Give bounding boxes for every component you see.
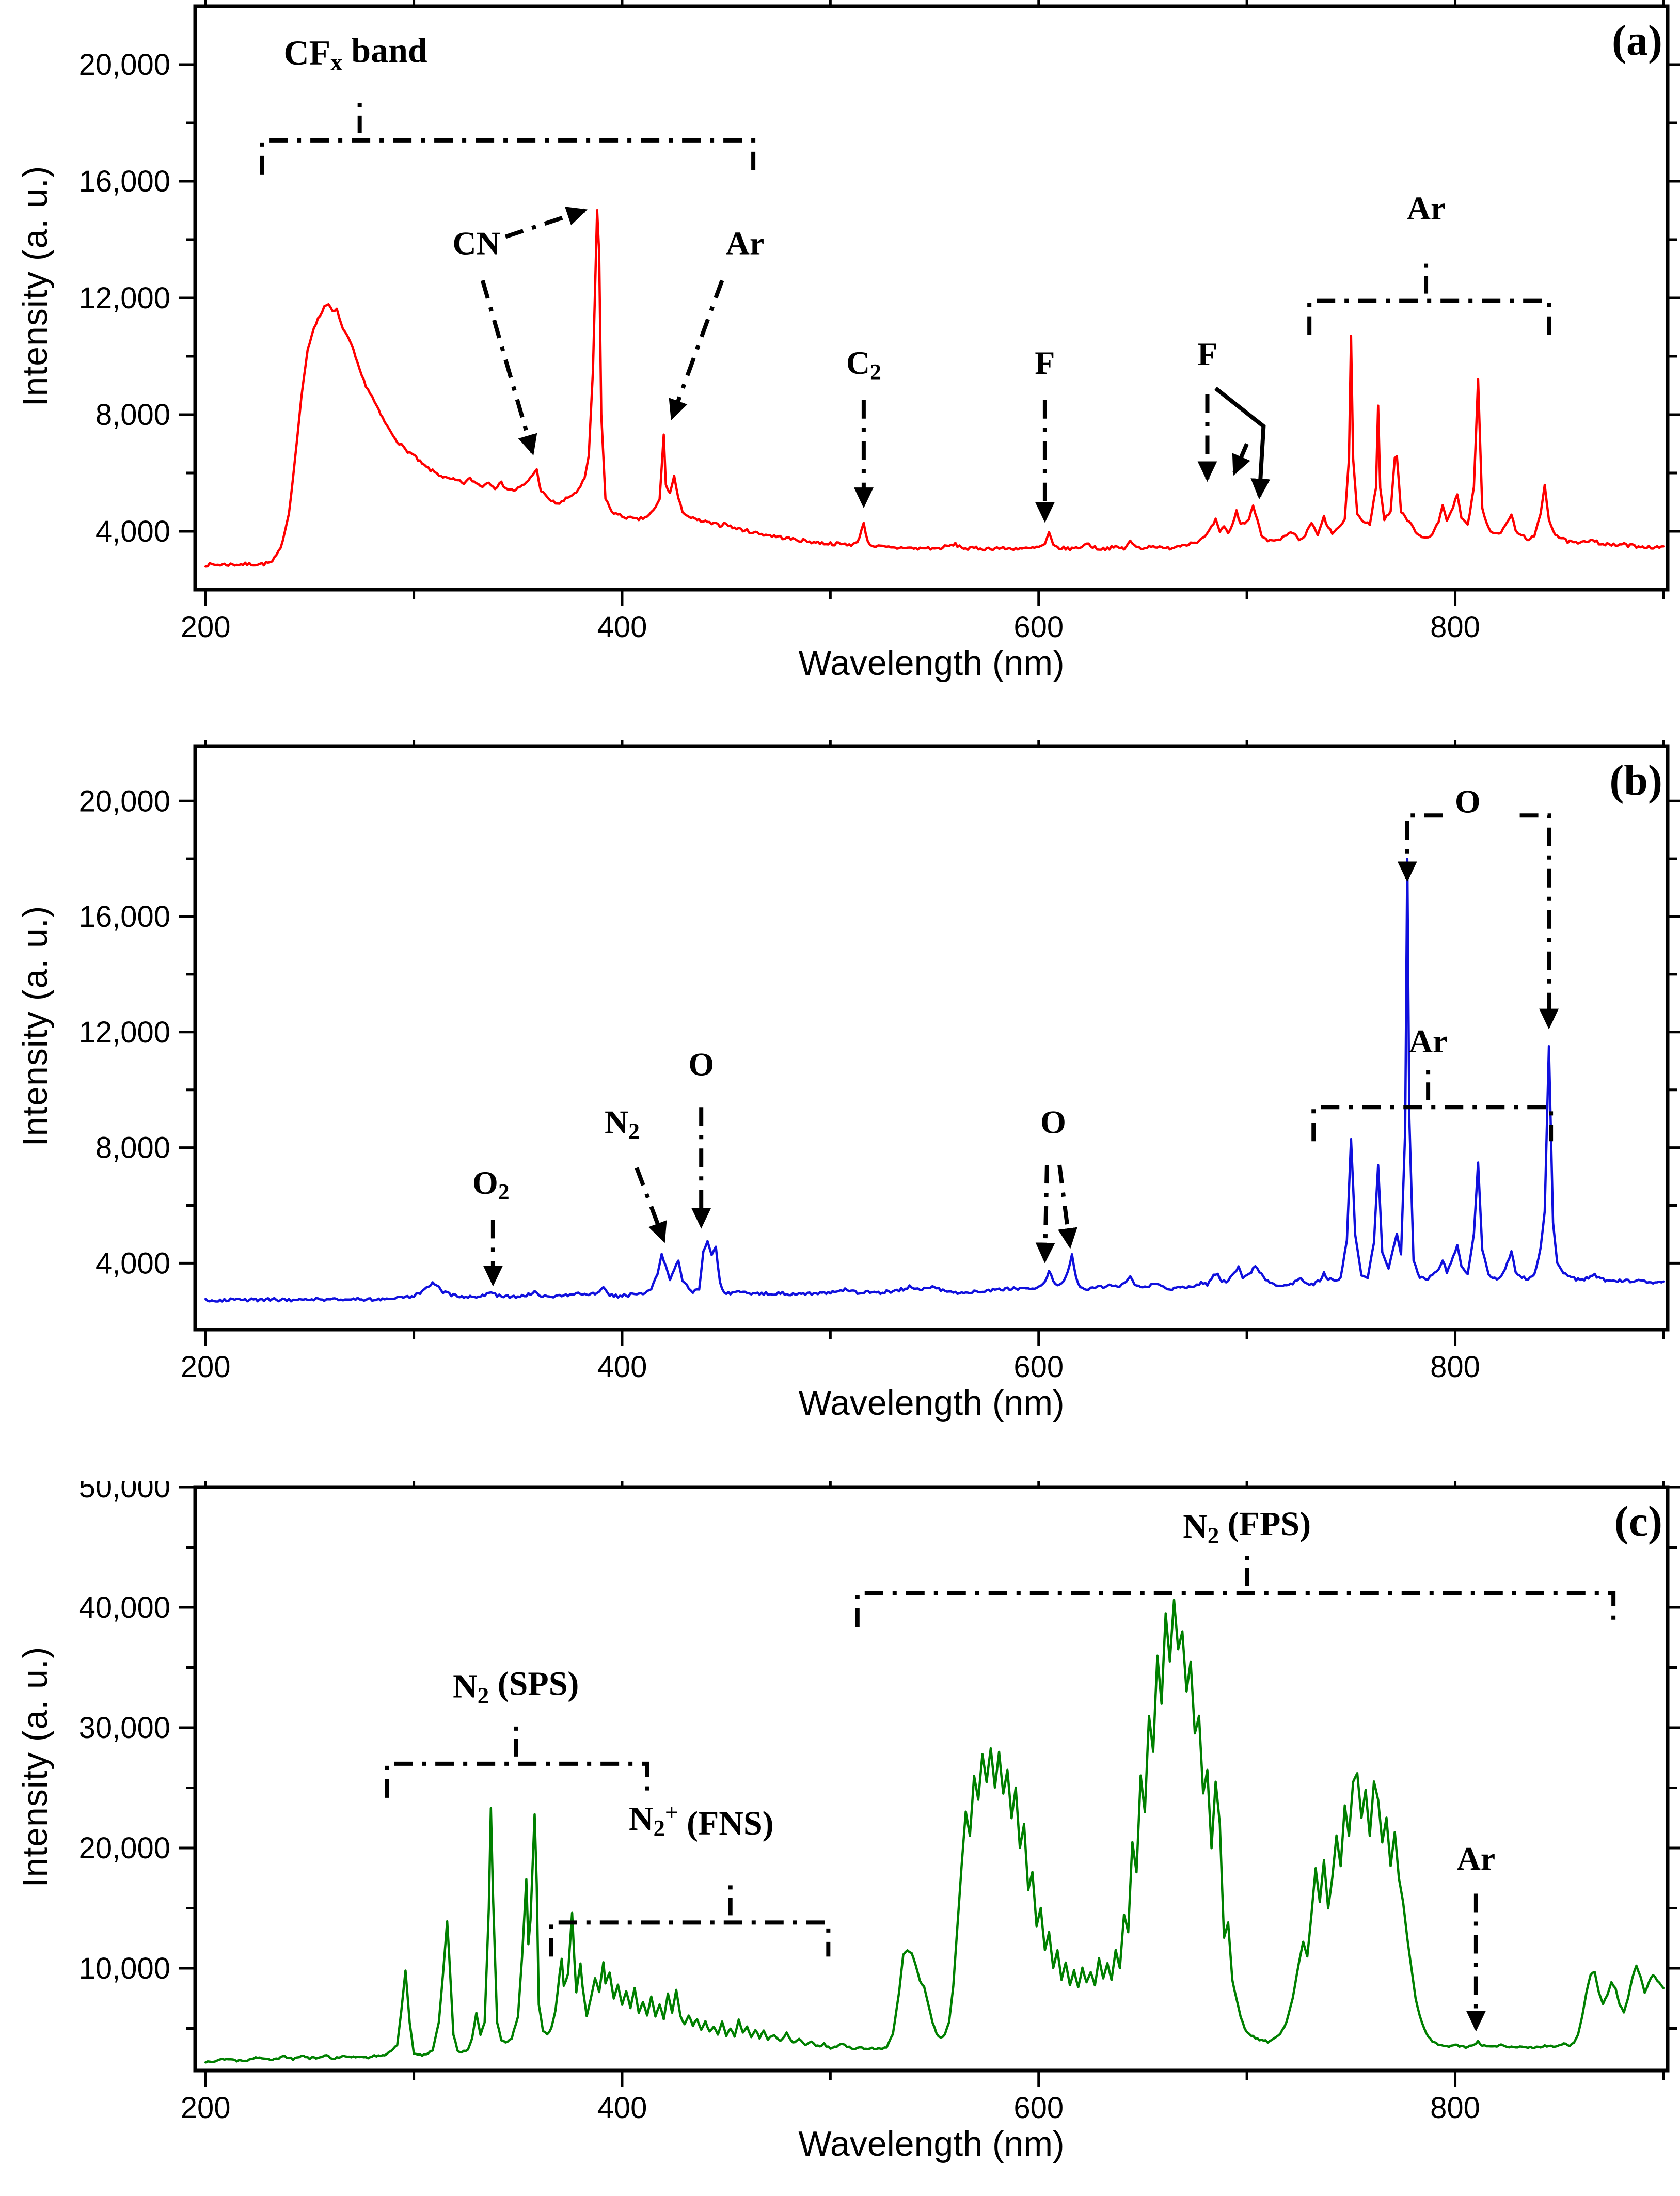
y-tick-label: 8,000	[96, 398, 170, 432]
cfx-bracket	[260, 138, 756, 175]
x-tick-label: 400	[597, 2091, 647, 2125]
x-tick-label: 800	[1430, 1350, 1480, 1384]
n2-sps-label: N2 (SPS)	[453, 1665, 579, 1709]
cn-label: CN	[452, 225, 500, 261]
o-label-777: O	[1455, 783, 1481, 820]
y-tick-label: 20,000	[79, 784, 170, 818]
y-axis-title: Intensity (a. u.)	[15, 165, 55, 407]
o615-arrow	[1057, 1164, 1077, 1249]
y-tick-label: 50,000	[79, 1481, 170, 1504]
n2-arrow	[635, 1167, 667, 1243]
y-tick-label: 10,000	[79, 1952, 170, 1985]
x-tick-label: 400	[597, 610, 647, 644]
ar-band-label: Ar	[1407, 189, 1446, 226]
o-label-615: O	[1040, 1104, 1066, 1141]
n2-fps-bracket	[855, 1591, 1616, 1628]
panel-b: 4,000 8,000 12,000 16,000 20,000 200 400 600 800…	[0, 740, 1680, 1481]
n2-sps-bracket	[385, 1761, 649, 1798]
o605-arrow	[1035, 1165, 1055, 1263]
o777-arrow	[1397, 813, 1443, 882]
y-tick-label: 8,000	[96, 1131, 170, 1165]
x-tick-label: 800	[1430, 2091, 1480, 2125]
n2-fns-label: N2+ (FNS)	[629, 1799, 774, 1842]
x-tick-label: 600	[1013, 1350, 1064, 1384]
ar-bracket	[1311, 1105, 1554, 1142]
x-tick-label: 200	[181, 610, 231, 644]
plot-frame	[193, 4, 1670, 592]
c2-label: C2	[846, 344, 881, 384]
y-axis-title: Intensity (a. u.)	[15, 1646, 55, 1888]
ar-label: Ar	[1457, 1840, 1496, 1877]
n2-label: N2	[605, 1104, 640, 1144]
cfx-band-label: CFx band	[283, 30, 427, 76]
x-tick-label: 600	[1013, 610, 1064, 644]
spectrum-plot-a: 4,000 8,000 12,000 16,000 20,000 200 400 600 800…	[79, 0, 1680, 644]
panel-letter-c: (c)	[1614, 1497, 1662, 1545]
o-label-440: O	[688, 1046, 714, 1083]
panel-letter-b: (b)	[1609, 756, 1662, 804]
panel-a: 4,000 8,000 12,000 16,000 20,000 200 400 600 800…	[0, 0, 1680, 740]
x-tick-label: 200	[181, 2091, 231, 2125]
o845-arrow	[1519, 813, 1559, 1030]
f-label-2: F	[1197, 336, 1217, 372]
ar-arrow	[669, 279, 724, 421]
y-tick-label: 30,000	[79, 1711, 170, 1745]
n2-fns-bracket	[549, 1920, 831, 1957]
x-tick-label: 200	[181, 1350, 231, 1384]
x-axis-title: Wavelength (nm)	[798, 643, 1065, 683]
spectrum-plot-c: 10,000 20,000 30,000 40,000 50,000 200 400 600 8…	[79, 1481, 1680, 2125]
y-tick-label: 12,000	[79, 281, 170, 315]
plot-frame	[193, 744, 1670, 1332]
x-tick-label: 600	[1013, 2091, 1064, 2125]
o2-label: O2	[472, 1164, 510, 1204]
y-tick-label: 20,000	[79, 48, 170, 82]
ar-band-label: Ar	[1409, 1023, 1448, 1060]
spectrum-plot-b: 4,000 8,000 12,000 16,000 20,000 200 400 600 800…	[79, 740, 1680, 1384]
x-axis-title: Wavelength (nm)	[798, 2124, 1065, 2163]
spectrum-line-c	[204, 1599, 1665, 2064]
y-tick-label: 4,000	[96, 1246, 170, 1280]
cn-arrow-up	[504, 207, 588, 239]
cn-arrow-down	[480, 279, 537, 456]
spectrum-line-b	[204, 858, 1665, 1303]
f2-arrow-mid	[1232, 443, 1250, 476]
f2-arrow-bent	[1214, 386, 1271, 500]
y-tick-label: 4,000	[96, 515, 170, 548]
x-tick-label: 800	[1430, 610, 1480, 644]
y-tick-label: 16,000	[79, 900, 170, 934]
x-axis-title: Wavelength (nm)	[798, 1383, 1065, 1423]
y-axis-title: Intensity (a. u.)	[15, 905, 55, 1147]
y-tick-label: 20,000	[79, 1831, 170, 1865]
n2-fps-label: N2 (FPS)	[1183, 1505, 1311, 1549]
spectrum-line-a	[204, 209, 1665, 568]
ar-label: Ar	[726, 225, 765, 261]
x-tick-label: 400	[597, 1350, 647, 1384]
panel-letter-a: (a)	[1612, 17, 1662, 65]
y-tick-label: 40,000	[79, 1591, 170, 1624]
ar-bracket	[1307, 298, 1551, 335]
panel-c: 10,000 20,000 30,000 40,000 50,000 200 400 600 8…	[0, 1481, 1680, 2196]
y-tick-label: 12,000	[79, 1016, 170, 1049]
plot-frame	[193, 1485, 1670, 2073]
y-tick-label: 16,000	[79, 165, 170, 198]
f-label-1: F	[1035, 344, 1055, 381]
